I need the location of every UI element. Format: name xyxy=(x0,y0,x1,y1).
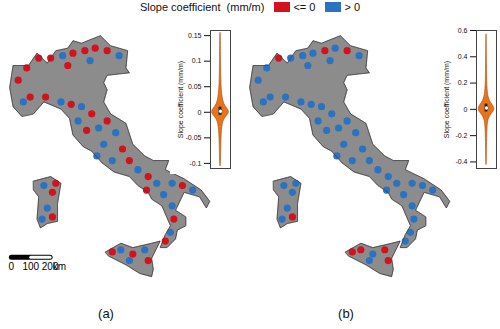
svg-text:0.4: 0.4 xyxy=(458,53,468,60)
svg-text:0.2: 0.2 xyxy=(458,79,468,86)
svg-text:-0.05: -0.05 xyxy=(186,134,202,141)
html-text:<= 0: <= 0 xyxy=(293,1,316,13)
html-text:Slope coefficient (mm/m): Slope coefficient (mm/m) xyxy=(139,1,265,13)
html-text:> 0: > 0 xyxy=(344,1,361,13)
svg-text:Slope coefficient (mm/m): Slope coefficient (mm/m) xyxy=(443,61,451,138)
svg-text:-0.2: -0.2 xyxy=(455,132,467,139)
svg-text:-0.4: -0.4 xyxy=(455,158,467,165)
svg-text:-0.1: -0.1 xyxy=(189,160,201,167)
svg-text:0.05: 0.05 xyxy=(188,83,202,90)
html-text:(a): (a) xyxy=(98,306,114,321)
svg-text:100: 100 xyxy=(22,261,39,272)
svg-text:Slope coefficient (mm/m): Slope coefficient (mm/m) xyxy=(177,61,185,138)
svg-text:0.6: 0.6 xyxy=(458,27,468,34)
svg-text:200: 200 xyxy=(41,261,59,273)
html-text:(b): (b) xyxy=(338,306,354,321)
svg-text:0: 0 xyxy=(464,106,468,113)
svg-text:0: 0 xyxy=(9,261,15,272)
svg-text:0: 0 xyxy=(198,109,202,116)
svg-text:0.1: 0.1 xyxy=(192,57,202,64)
svg-text:km: km xyxy=(53,261,66,272)
svg-text:0.15: 0.15 xyxy=(188,32,202,39)
